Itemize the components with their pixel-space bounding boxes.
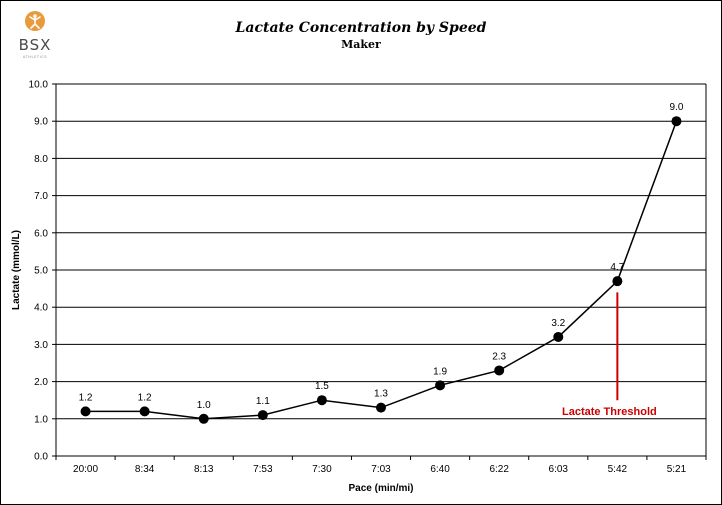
data-label: 1.3 (374, 389, 388, 400)
x-axis-title: Pace (min/mi) (348, 483, 413, 494)
data-point (198, 413, 209, 424)
x-tick-label: 5:21 (667, 464, 687, 475)
x-tick-label: 6:22 (489, 464, 509, 475)
y-tick-label: 2.0 (34, 377, 48, 388)
data-label: 1.2 (138, 392, 152, 403)
data-label: 1.5 (315, 381, 329, 392)
data-point (494, 365, 505, 376)
data-point (80, 406, 91, 417)
data-label: 1.1 (256, 396, 270, 407)
chart-subtitle: Maker (341, 38, 381, 51)
y-axis-title: Lactate (mmol/L) (11, 230, 22, 310)
data-point (316, 395, 327, 406)
x-tick-label: 7:03 (371, 464, 391, 475)
threshold-label: Lactate Threshold (562, 406, 657, 418)
data-point (553, 331, 564, 342)
y-tick-label: 10.0 (29, 80, 49, 91)
data-point (139, 406, 150, 417)
threshold-annotation: Lactate Threshold (562, 292, 657, 418)
y-tick-label: 4.0 (34, 303, 48, 314)
series: 1.2 1.2 1.0 1.1 1.5 1.3 1.9 2.3 3.2 4.7 9.0 (79, 102, 684, 424)
logo-subtext: ATHLETICS (23, 55, 47, 59)
data-point (376, 402, 386, 413)
logo-figure-icon (29, 14, 41, 29)
data-point (257, 410, 268, 421)
data-label: 2.3 (492, 351, 506, 362)
data-label: 3.2 (551, 318, 565, 329)
y-tick-labels: 0.0 1.0 2.0 3.0 4.0 5.0 6.0 7.0 8.0 9.0 10.0 (29, 80, 49, 463)
data-label: 1.0 (197, 400, 211, 411)
y-tick-label: 9.0 (34, 117, 48, 128)
y-tick-label: 6.0 (34, 228, 48, 239)
bsx-logo: BSX ATHLETICS (19, 11, 52, 59)
x-tick-labels: 20:00 8:34 8:13 7:53 7:30 7:03 6:40 6:22 6:03 5:4… (73, 464, 687, 475)
data-point (671, 116, 682, 127)
x-tick-label: 6:03 (549, 464, 569, 475)
data-point (612, 276, 623, 287)
y-tick-label: 8.0 (34, 154, 48, 165)
logo-text: BSX (19, 36, 52, 54)
axes (52, 83, 707, 460)
x-tick-label: 6:40 (430, 464, 450, 475)
y-tick-label: 0.0 (34, 452, 48, 463)
x-tick-label: 7:30 (312, 464, 332, 475)
y-tick-label: 7.0 (34, 191, 48, 202)
grid-lines (56, 83, 706, 420)
data-label: 1.2 (79, 392, 93, 403)
x-tick-label: 5:42 (608, 464, 628, 475)
data-point (435, 380, 446, 391)
chart-title: Lactate Concentration by Speed (235, 20, 487, 36)
y-tick-label: 1.0 (34, 414, 48, 425)
y-tick-label: 3.0 (34, 340, 48, 351)
x-tick-label: 8:13 (194, 464, 214, 475)
data-label: 4.7 (610, 262, 624, 273)
data-label: 9.0 (670, 102, 684, 113)
data-label: 1.9 (433, 366, 447, 377)
y-tick-label: 5.0 (34, 266, 48, 277)
x-tick-label: 7:53 (253, 464, 273, 475)
x-tick-label: 20:00 (73, 464, 98, 475)
x-tick-label: 8:34 (135, 464, 155, 475)
